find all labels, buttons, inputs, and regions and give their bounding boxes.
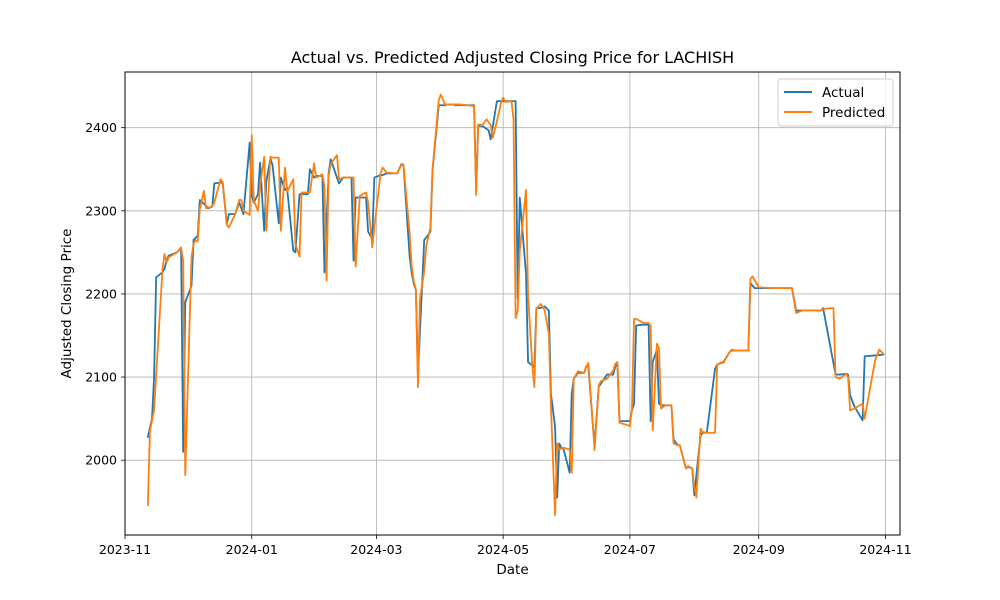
y-tick-label: 2300 — [85, 203, 117, 218]
series-line-predicted — [146, 93, 885, 516]
x-tick-label: 2024-03 — [350, 542, 402, 557]
legend-label-actual: Actual — [822, 85, 864, 101]
x-tick-label: 2024-05 — [477, 542, 529, 557]
x-tick-label: 2024-11 — [859, 542, 911, 557]
y-tick-label: 2100 — [85, 370, 117, 385]
y-tick-label: 2400 — [85, 120, 117, 135]
x-axis: 2023-11 2024-01 2024-03 2024-05 2024-07 2024-… — [99, 535, 912, 557]
x-tick-label: 2024-09 — [733, 542, 785, 557]
x-axis-label: Date — [496, 562, 528, 578]
y-axis-label: Adjusted Closing Price — [59, 229, 75, 379]
y-tick-label: 2200 — [85, 286, 117, 301]
y-axis: 2000 2100 2200 2300 2400 — [85, 120, 125, 468]
y-tick-label: 2000 — [85, 453, 117, 468]
x-tick-label: 2024-07 — [604, 542, 656, 557]
chart-title: Actual vs. Predicted Adjusted Closing Pr… — [291, 48, 734, 67]
plot-frame — [124, 71, 901, 536]
legend: Actual Predicted — [777, 78, 894, 127]
grid — [124, 72, 900, 535]
x-tick-label: 2023-11 — [99, 542, 151, 557]
x-tick-label: 2024-01 — [226, 542, 278, 557]
legend-box — [777, 78, 894, 127]
series-layer — [146, 93, 885, 516]
legend-label-predicted: Predicted — [822, 105, 885, 121]
